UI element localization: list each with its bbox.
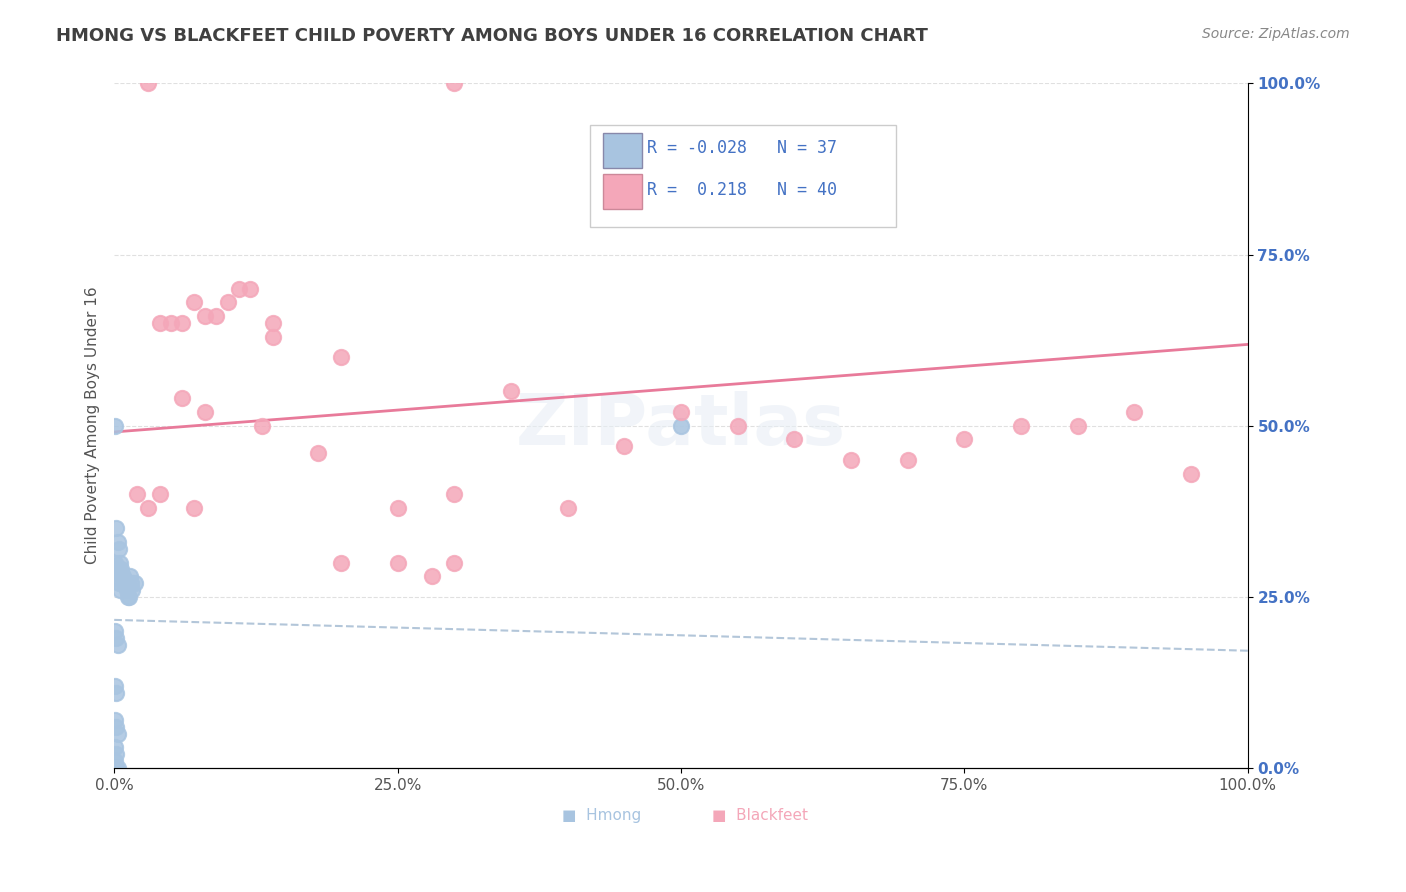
Point (105, 761, 128, 775)
Point (307, 446, 329, 460)
Point (110, 562, 132, 576)
Point (107, 761, 129, 775)
Text: R =  0.218   N = 40: R = 0.218 N = 40 (647, 180, 837, 199)
Text: ■  Blackfeet: ■ Blackfeet (713, 808, 808, 823)
Point (121, 582, 143, 597)
Point (117, 590, 139, 604)
Point (443, 77, 465, 91)
Point (387, 500, 409, 515)
Point (443, 487, 465, 501)
Point (114, 576, 136, 591)
Point (1010, 418, 1032, 433)
Point (183, 295, 205, 310)
Text: ■  Hmong: ■ Hmong (562, 808, 641, 823)
Point (727, 418, 749, 433)
Point (148, 487, 170, 501)
Point (443, 556, 465, 570)
Point (104, 418, 127, 433)
Point (1066, 418, 1088, 433)
Point (953, 433, 976, 447)
Point (136, 77, 159, 91)
Point (329, 556, 352, 570)
Point (205, 309, 228, 323)
Y-axis label: Child Poverty Among Boys Under 16: Child Poverty Among Boys Under 16 (86, 287, 100, 565)
Point (1180, 467, 1202, 481)
Point (104, 761, 127, 775)
Point (387, 556, 409, 570)
Point (125, 487, 148, 501)
Point (105, 569, 128, 583)
Point (104, 754, 127, 768)
Point (172, 316, 194, 330)
Point (118, 590, 141, 604)
Point (105, 521, 128, 535)
Text: ZIPatlas: ZIPatlas (516, 392, 846, 460)
Point (107, 638, 129, 652)
Point (669, 405, 692, 419)
Point (420, 569, 443, 583)
Point (104, 679, 127, 693)
Point (120, 569, 142, 583)
Point (105, 685, 128, 699)
Point (112, 569, 135, 583)
Point (1123, 405, 1146, 419)
Point (107, 535, 129, 549)
Point (194, 405, 217, 419)
Point (108, 556, 131, 570)
Point (239, 282, 262, 296)
Point (183, 500, 205, 515)
Point (839, 453, 862, 467)
Point (105, 631, 128, 645)
Point (613, 439, 636, 453)
Point (111, 569, 134, 583)
Point (228, 282, 250, 296)
Point (217, 295, 239, 310)
Point (148, 316, 170, 330)
Point (104, 556, 127, 570)
Point (262, 329, 284, 343)
Text: Source: ZipAtlas.com: Source: ZipAtlas.com (1202, 27, 1350, 41)
Point (107, 727, 129, 741)
Point (783, 433, 806, 447)
Point (194, 309, 217, 323)
Point (104, 713, 127, 727)
Point (112, 576, 135, 591)
Point (108, 582, 131, 597)
Point (160, 316, 183, 330)
Point (329, 350, 352, 364)
Point (104, 624, 127, 638)
Text: R = -0.028   N = 37: R = -0.028 N = 37 (647, 139, 837, 158)
Point (172, 392, 194, 406)
Text: HMONG VS BLACKFEET CHILD POVERTY AMONG BOYS UNDER 16 CORRELATION CHART: HMONG VS BLACKFEET CHILD POVERTY AMONG B… (56, 27, 928, 45)
Point (124, 576, 146, 591)
Point (897, 453, 920, 467)
Point (107, 541, 129, 556)
Point (136, 500, 159, 515)
Point (105, 720, 128, 734)
Point (107, 562, 129, 576)
Point (669, 418, 692, 433)
Point (120, 576, 142, 591)
Point (250, 418, 273, 433)
Point (557, 500, 579, 515)
Point (115, 582, 138, 597)
Point (107, 576, 129, 591)
Point (105, 747, 128, 762)
Point (104, 740, 127, 755)
FancyBboxPatch shape (591, 125, 897, 227)
FancyBboxPatch shape (603, 175, 643, 209)
FancyBboxPatch shape (603, 134, 643, 168)
Point (499, 384, 522, 399)
Point (262, 316, 284, 330)
